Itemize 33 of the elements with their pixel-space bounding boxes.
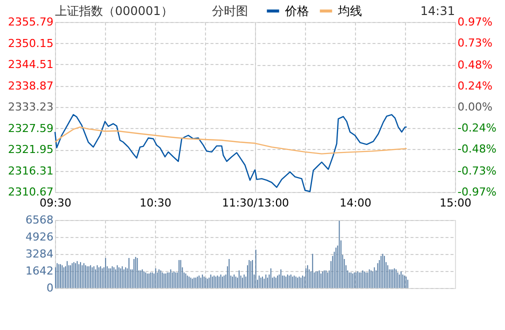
x-tick-label: 14:00 xyxy=(340,196,372,210)
chart-title: 上证指数（000001） xyxy=(55,4,173,18)
y-tick-label: 2350.15 xyxy=(8,36,54,50)
y-tick-label: 2310.67 xyxy=(8,186,54,198)
x-tick-label: 15:00 xyxy=(440,196,472,210)
y2-tick-label: -0.24% xyxy=(458,122,496,135)
y-tick-label: 2333.23 xyxy=(8,100,54,114)
legend-label: 价格 xyxy=(284,4,309,18)
y2-tick-label: -0.97% xyxy=(458,186,496,198)
x-tick-label: 09:30 xyxy=(40,196,72,210)
y-tick-label: 4926 xyxy=(26,230,54,244)
y-tick-label: 2316.31 xyxy=(8,164,54,178)
y2-tick-label: 0.97% xyxy=(458,16,492,28)
y-tick-label: 3284 xyxy=(26,248,54,260)
y-tick-label: 2327.59 xyxy=(8,122,54,135)
y-tick-label: 2355.79 xyxy=(8,16,54,28)
y-tick-label: 6568 xyxy=(26,214,54,226)
x-tick-label: 11:30/13:00 xyxy=(222,196,290,210)
y2-tick-label: 0.24% xyxy=(458,79,492,92)
y-tick-label: 1642 xyxy=(26,264,54,278)
x-tick-label: 10:30 xyxy=(140,196,172,210)
text: 14:31 xyxy=(420,4,455,18)
y-tick-label: 2344.51 xyxy=(8,58,54,71)
y2-tick-label: -0.48% xyxy=(458,142,496,156)
y-tick-label: 2321.95 xyxy=(8,143,54,156)
y-tick-label: 2338.87 xyxy=(8,79,54,92)
y2-tick-label: 0.73% xyxy=(458,36,492,50)
y2-tick-label: 0.48% xyxy=(458,58,492,72)
legend-label: 均线 xyxy=(337,4,362,18)
y2-tick-label: -0.73% xyxy=(458,164,496,178)
y2-tick-label: 0.00% xyxy=(458,100,492,114)
chart-subtitle: 分时图 xyxy=(212,4,248,18)
y-tick-label: 0 xyxy=(46,282,54,294)
